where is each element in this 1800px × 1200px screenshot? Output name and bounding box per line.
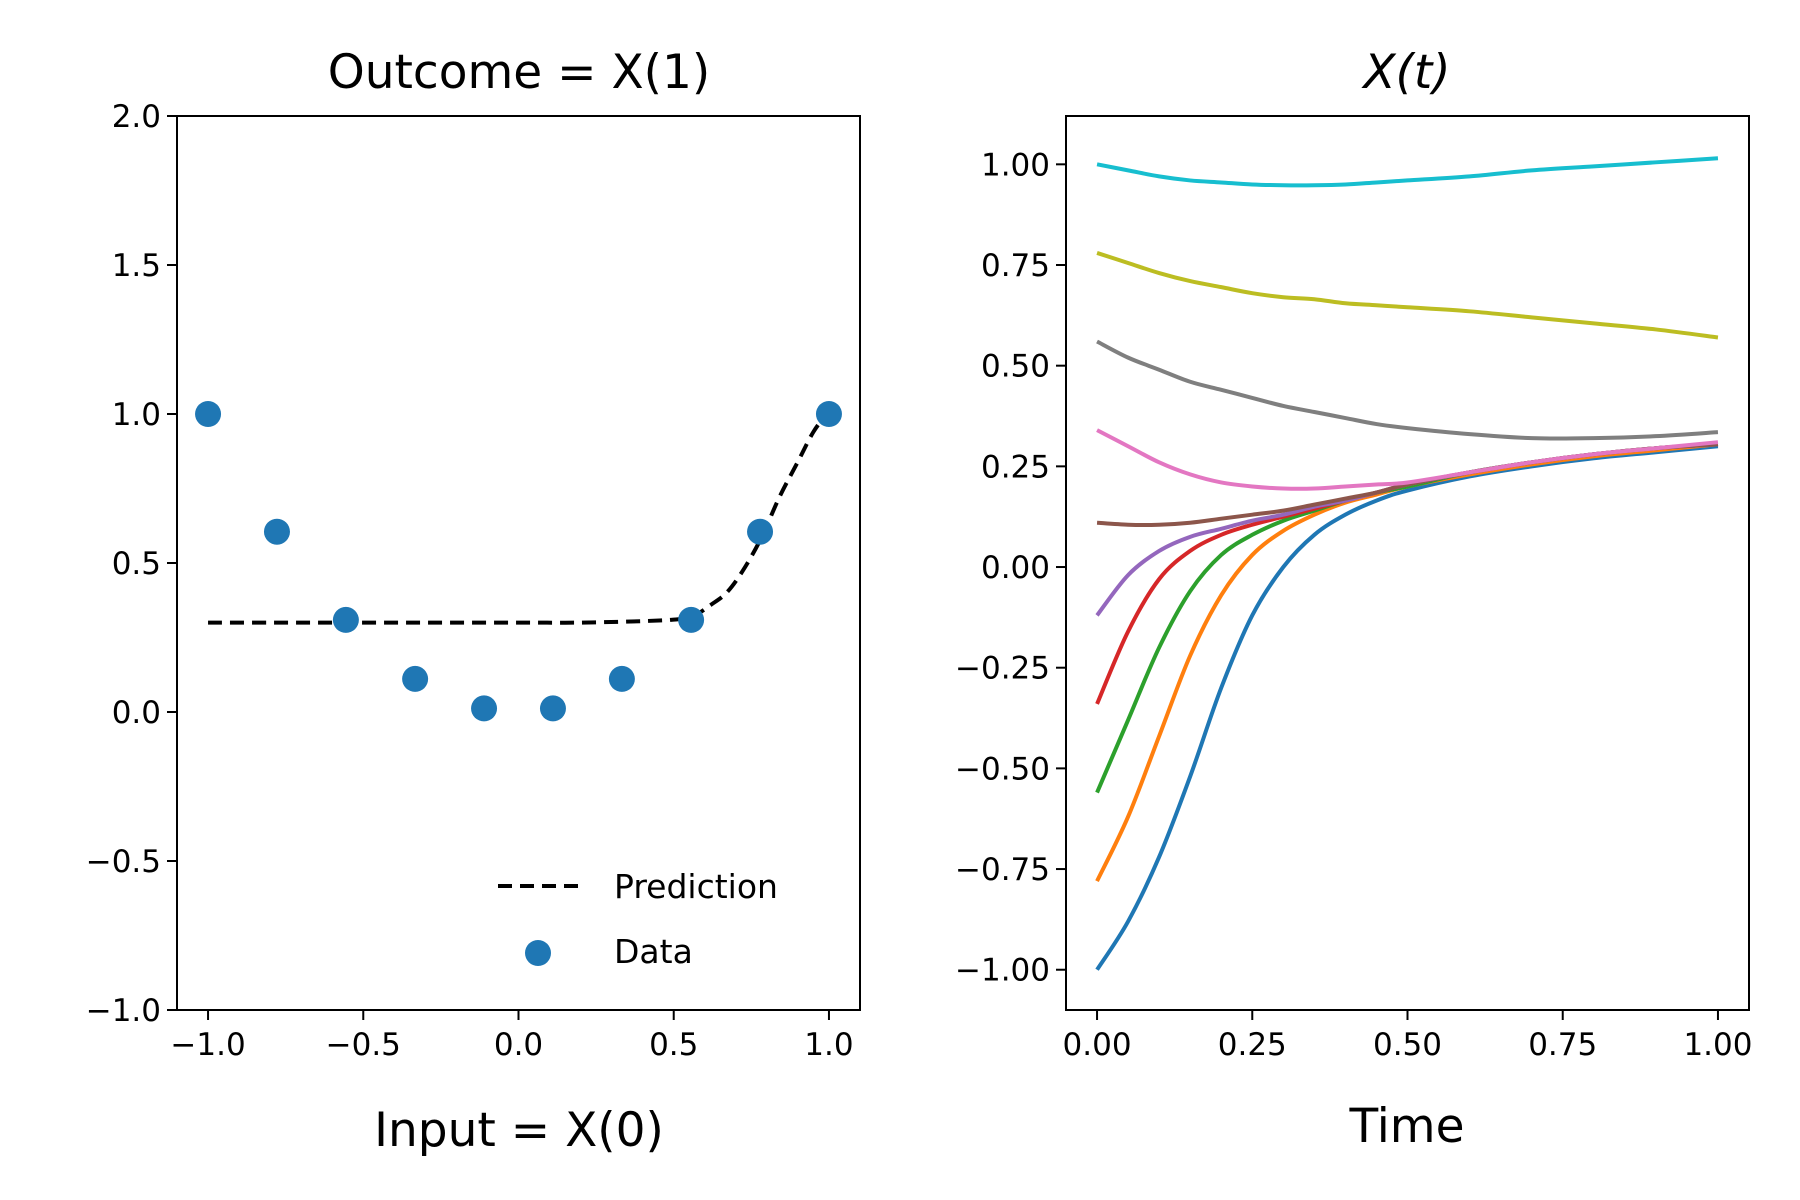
data-point: [263, 518, 290, 545]
legend: Prediction Data: [498, 867, 778, 971]
legend-data-swatch: [525, 940, 551, 966]
outcome-ytick-label: 1.0: [112, 397, 161, 433]
panel-outcome: Outcome = X(1) −1.0 −0.5 0.0 0.5 1.0 −1.0 −0.…: [86, 45, 861, 1158]
y-ticks-trajectories: −1.00 −0.75 −0.50 −0.25 0.00 0.25 0.50 0.75 1.00: [955, 147, 1066, 989]
data-point: [402, 665, 429, 692]
trajectories-ytick-label: −0.50: [955, 751, 1050, 787]
trajectories-ytick-label: 0.00: [981, 550, 1050, 586]
data-point: [747, 518, 774, 545]
trajectories-ytick-label: 0.25: [981, 449, 1050, 485]
data-point: [332, 606, 359, 633]
outcome-xtick-label: 1.0: [804, 1027, 853, 1063]
plot-area-trajectories: [1095, 156, 1719, 971]
legend-data-label: Data: [614, 932, 693, 971]
outcome-xtick-label: −0.5: [326, 1027, 401, 1063]
legend-prediction-label: Prediction: [614, 867, 778, 906]
panel-trajectories: X(t) 0.00 0.25 0.50 0.75 1.00 −1.00 −0.75 −0.5…: [955, 45, 1752, 1154]
trajectory-line-7: [1096, 339, 1719, 441]
data-point: [608, 665, 635, 692]
panel-title-trajectories: X(t): [1360, 45, 1450, 100]
trajectories-xtick-label: 0.00: [1063, 1027, 1132, 1063]
trajectories-xtick-label: 0.75: [1528, 1027, 1597, 1063]
outcome-xtick-label: −1.0: [170, 1027, 245, 1063]
y-ticks-outcome: −1.0 −0.5 0.0 0.5 1.0 1.5 2.0: [86, 99, 177, 1029]
trajectories-ytick-label: 0.50: [981, 349, 1050, 385]
outcome-xtick-label: 0.0: [494, 1027, 543, 1063]
trajectories-xtick-label: 0.25: [1218, 1027, 1287, 1063]
outcome-ytick-label: 0.5: [112, 546, 161, 582]
outcome-ytick-label: 0.0: [112, 695, 161, 731]
trajectory-line-8: [1096, 251, 1719, 340]
trajectories-ytick-label: −0.75: [955, 852, 1050, 888]
outcome-ytick-label: 2.0: [112, 99, 161, 135]
data-point: [471, 695, 498, 722]
plot-area-outcome: [195, 401, 842, 722]
data-point: [195, 401, 222, 427]
outcome-ytick-label: −0.5: [86, 844, 161, 880]
x-ticks-trajectories: 0.00 0.25 0.50 0.75 1.00: [1063, 1010, 1752, 1063]
x-axis-title-trajectories: Time: [1348, 1099, 1464, 1154]
trajectory-line-6: [1096, 428, 1719, 491]
trajectories-ytick-label: 0.75: [981, 248, 1050, 284]
trajectories-xtick-label: 1.00: [1683, 1027, 1752, 1063]
panel-title-outcome: Outcome = X(1): [328, 45, 711, 100]
x-ticks-outcome: −1.0 −0.5 0.0 0.5 1.0: [170, 1010, 854, 1063]
outcome-ytick-label: −1.0: [86, 993, 161, 1029]
outcome-xtick-label: 0.5: [649, 1027, 698, 1063]
outcome-ytick-label: 1.5: [112, 248, 161, 284]
data-point: [539, 695, 566, 722]
trajectory-line-9: [1096, 156, 1719, 188]
trajectories-ytick-label: −0.25: [955, 651, 1050, 687]
trajectories-ytick-label: 1.00: [981, 147, 1050, 183]
x-axis-title-outcome: Input = X(0): [374, 1103, 664, 1158]
data-point: [815, 401, 842, 427]
trajectories-xtick-label: 0.50: [1373, 1027, 1442, 1063]
trajectories-ytick-label: −1.00: [955, 953, 1050, 989]
data-point: [678, 606, 705, 633]
